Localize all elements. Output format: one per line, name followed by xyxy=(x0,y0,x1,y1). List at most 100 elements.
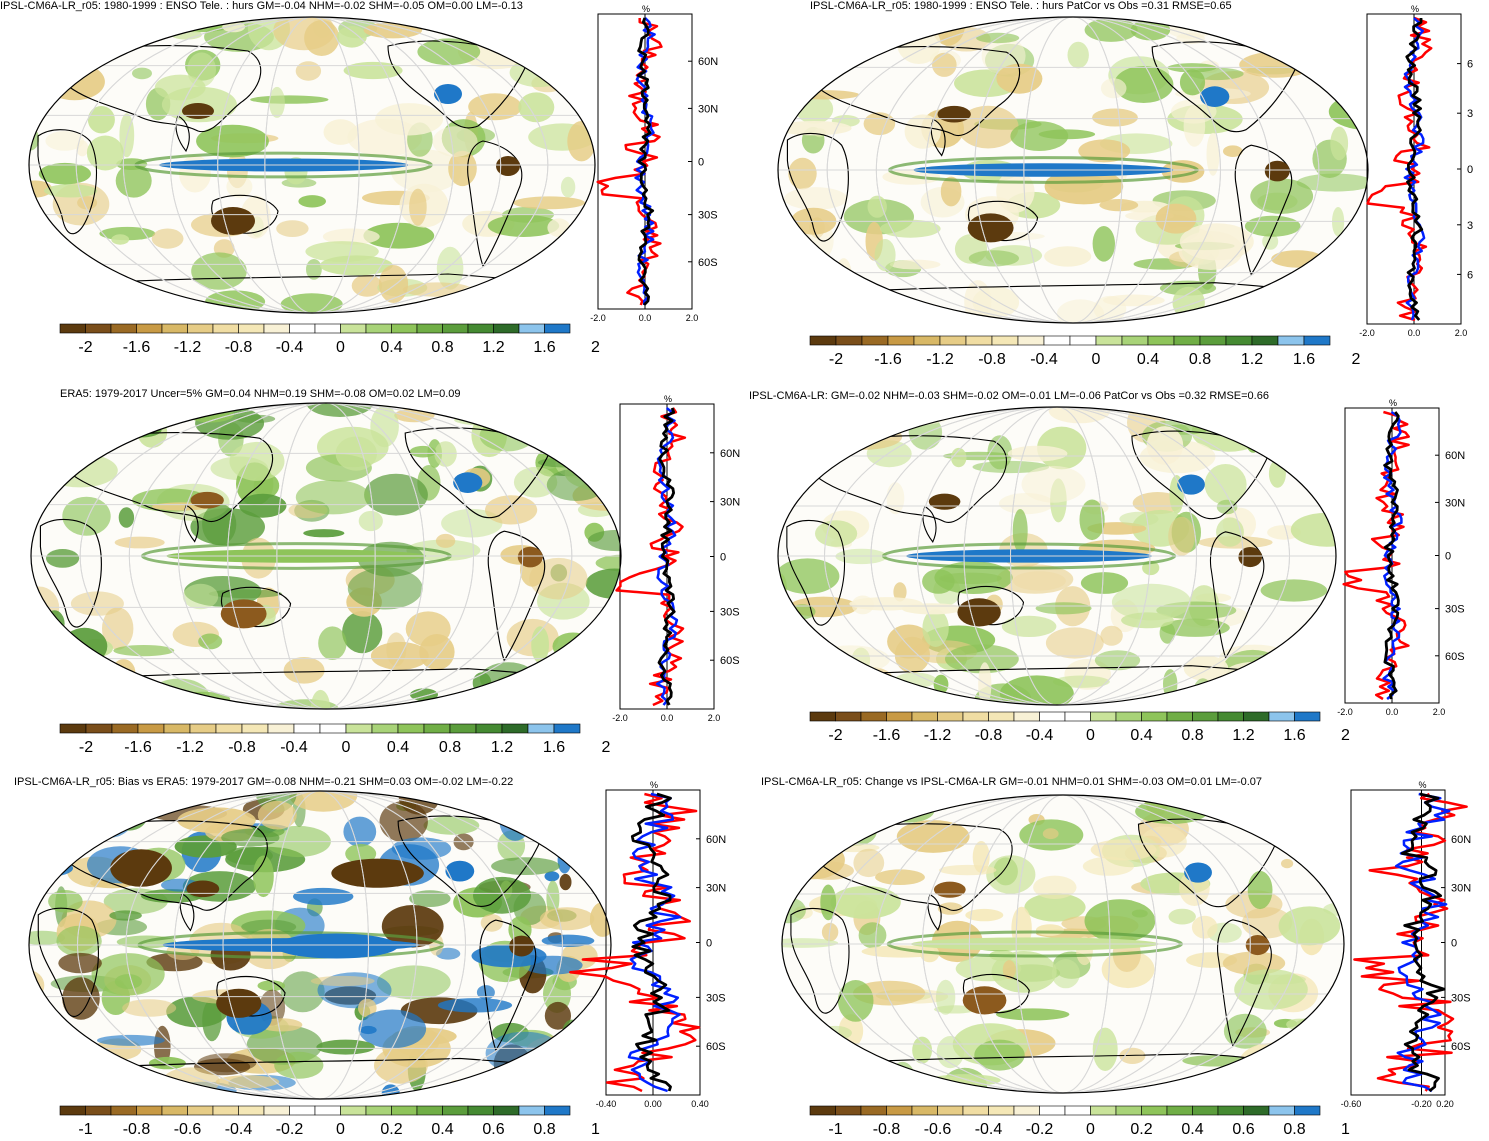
field-blob xyxy=(820,884,837,921)
field-blob xyxy=(1160,618,1230,637)
colorbar-label: 0 xyxy=(342,739,351,756)
field-blob xyxy=(587,529,621,552)
colorbar-swatch xyxy=(1251,335,1279,346)
colorbar-label: 0 xyxy=(336,1121,345,1138)
anomaly-patch xyxy=(453,472,483,493)
field-blob xyxy=(32,258,65,274)
colorbar-swatch xyxy=(137,723,165,734)
field-blob xyxy=(343,61,403,80)
anomaly-patch xyxy=(928,493,961,510)
field-blob xyxy=(786,1052,830,1092)
colorbar-swatch xyxy=(289,323,316,334)
lat-label: 30S xyxy=(1445,604,1465,616)
field-blob xyxy=(31,287,74,311)
field-blob xyxy=(557,846,572,874)
colorbar-swatch xyxy=(1095,335,1123,346)
profile-unit: % xyxy=(1419,780,1427,790)
colorbar-label: -0.4 xyxy=(280,739,308,756)
colorbar-swatch xyxy=(267,723,295,734)
profile-line-model xyxy=(1382,410,1403,700)
field-blob xyxy=(1223,145,1243,157)
x-tick-label: 0.0 xyxy=(1408,328,1421,338)
panel-title: IPSL-CM6A-LR_r05: Bias vs ERA5: 1979-201… xyxy=(14,776,514,788)
field-blob xyxy=(1268,459,1286,488)
field-blob xyxy=(1250,178,1314,214)
colorbar-swatch xyxy=(493,1105,520,1116)
field-blob xyxy=(85,403,127,413)
field-blob xyxy=(119,423,162,438)
field-blob xyxy=(1056,299,1105,323)
colorbar-swatch xyxy=(1017,335,1045,346)
field-blob xyxy=(250,95,329,104)
field-blob xyxy=(544,871,560,882)
field-blob xyxy=(950,447,967,468)
field-blob xyxy=(1330,126,1349,161)
lat-label: 60N xyxy=(1451,834,1471,846)
colorbar-label: 0.6 xyxy=(1232,1121,1254,1138)
longitude-line xyxy=(974,17,1172,323)
field-blob xyxy=(162,1067,220,1096)
field-blob xyxy=(904,114,941,149)
field-blob xyxy=(364,473,428,516)
coastline xyxy=(387,40,529,129)
field-blob xyxy=(1293,441,1336,468)
field-blob xyxy=(239,493,287,518)
profile-line-mean xyxy=(1405,18,1424,321)
field-blob xyxy=(114,974,142,990)
field-blob xyxy=(345,843,377,864)
coastline xyxy=(810,435,1007,523)
field-blob xyxy=(1208,799,1258,813)
longitude-line xyxy=(1023,17,1123,323)
field-blob xyxy=(821,922,839,942)
coastline xyxy=(404,427,552,519)
colorbar-label: 2 xyxy=(602,739,611,756)
graticule xyxy=(29,17,595,313)
longitude-line xyxy=(1010,407,1104,705)
profile-line-model xyxy=(1394,792,1451,1093)
field-blob xyxy=(778,121,852,136)
longitude-line xyxy=(128,403,524,709)
field-blob xyxy=(390,149,462,193)
field-blob xyxy=(1250,664,1281,694)
profile-unit: % xyxy=(664,394,672,404)
field-blob xyxy=(41,17,71,39)
field-blob xyxy=(573,437,598,461)
field-blob xyxy=(1082,856,1134,876)
x-tick-label: 2.0 xyxy=(686,313,699,323)
anomaly-patch xyxy=(933,881,966,898)
anomaly-patch xyxy=(110,849,172,887)
lat-label: 60N xyxy=(720,448,740,460)
colorbar-swatch xyxy=(913,335,941,346)
colorbar-swatch xyxy=(1090,1105,1117,1116)
colorbar-label: -0.4 xyxy=(276,339,304,356)
colorbar-swatch xyxy=(1268,1105,1295,1116)
colorbar-swatch xyxy=(416,1105,443,1116)
field-blob xyxy=(782,307,860,323)
field-blob xyxy=(849,597,923,611)
field-blob xyxy=(363,222,435,249)
field-blob xyxy=(1259,974,1306,985)
field-blob xyxy=(513,466,558,498)
field-blob xyxy=(226,175,253,198)
field-blob xyxy=(42,661,66,690)
colorbar-label: 1.6 xyxy=(1293,351,1315,368)
profile-line-mean xyxy=(630,792,672,1092)
colorbar-swatch xyxy=(187,1105,214,1116)
colorbar-swatch xyxy=(861,335,889,346)
anomaly-patch xyxy=(445,860,475,882)
colorbar-label: 0.8 xyxy=(431,339,453,356)
field-blob xyxy=(441,508,503,538)
panel-title: IPSL-CM6A-LR_r05: 1980-1999 : ENSO Tele.… xyxy=(810,0,1232,12)
field-blob xyxy=(1317,806,1344,818)
colorbar-label: 1 xyxy=(1341,1121,1350,1138)
anomaly-patch xyxy=(434,84,462,104)
field-blob xyxy=(834,806,860,823)
field-blob xyxy=(544,17,595,51)
field-blob xyxy=(1090,839,1157,861)
field-blob xyxy=(1271,250,1324,268)
field-blob xyxy=(544,1001,572,1030)
coastline xyxy=(1151,41,1299,133)
field-blob xyxy=(784,187,848,210)
field-blob xyxy=(1239,1042,1311,1081)
field-blob xyxy=(552,632,594,660)
